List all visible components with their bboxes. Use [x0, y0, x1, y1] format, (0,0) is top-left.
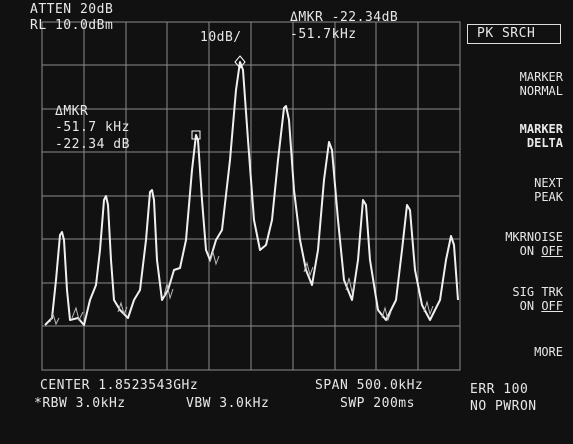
softkey-line: MKRNOISE [505, 230, 563, 244]
marker-amp: -22.34 dB [55, 137, 130, 152]
vbw: VBW 3.0kHz [186, 396, 269, 411]
span: SPAN 500.0kHz [315, 378, 423, 393]
option-on: ON [520, 299, 534, 313]
delta-marker-freq: -51.7kHz [290, 27, 357, 42]
sweep: SWP 200ms [340, 396, 415, 411]
option-off: OFF [541, 244, 563, 258]
option-on: ON [520, 244, 534, 258]
marker-freq: -51.7 kHz [55, 120, 130, 135]
softkey-line: MARKER [520, 122, 563, 136]
delta-marker-amp: ΔMKR -22.34dB [290, 10, 398, 25]
rbw: *RBW 3.0kHz [34, 396, 126, 411]
marker-label: ΔMKR [55, 104, 88, 119]
softkey-line: DELTA [520, 136, 563, 150]
atten: ATTEN 20dB [30, 2, 113, 17]
softkey-line: MORE [534, 345, 563, 359]
scale: 10dB/ [200, 30, 242, 45]
graticule [42, 22, 460, 370]
softkey-active[interactable]: PK SRCH [477, 26, 535, 41]
option-off: OFF [541, 299, 563, 313]
center-freq: CENTER 1.8523543GHz [40, 378, 198, 393]
ref-level: RL 10.0dBm [30, 18, 113, 33]
softkey-line: MARKER [520, 70, 563, 84]
analyzer-screen: ATTEN 20dB RL 10.0dBm 10dB/ ΔMKR -22.34d… [0, 0, 573, 444]
softkey-line: NORMAL [520, 84, 563, 98]
softkey[interactable]: MORE [534, 345, 563, 359]
softkey-line: NEXT [534, 176, 563, 190]
status: NO PWRON [470, 399, 537, 414]
softkey-line: PEAK [534, 190, 563, 204]
error: ERR 100 [470, 382, 528, 397]
softkey-line: SIG TRK [512, 285, 563, 299]
softkey-line: ON OFF [505, 244, 563, 258]
softkey-line: ON OFF [512, 299, 563, 313]
